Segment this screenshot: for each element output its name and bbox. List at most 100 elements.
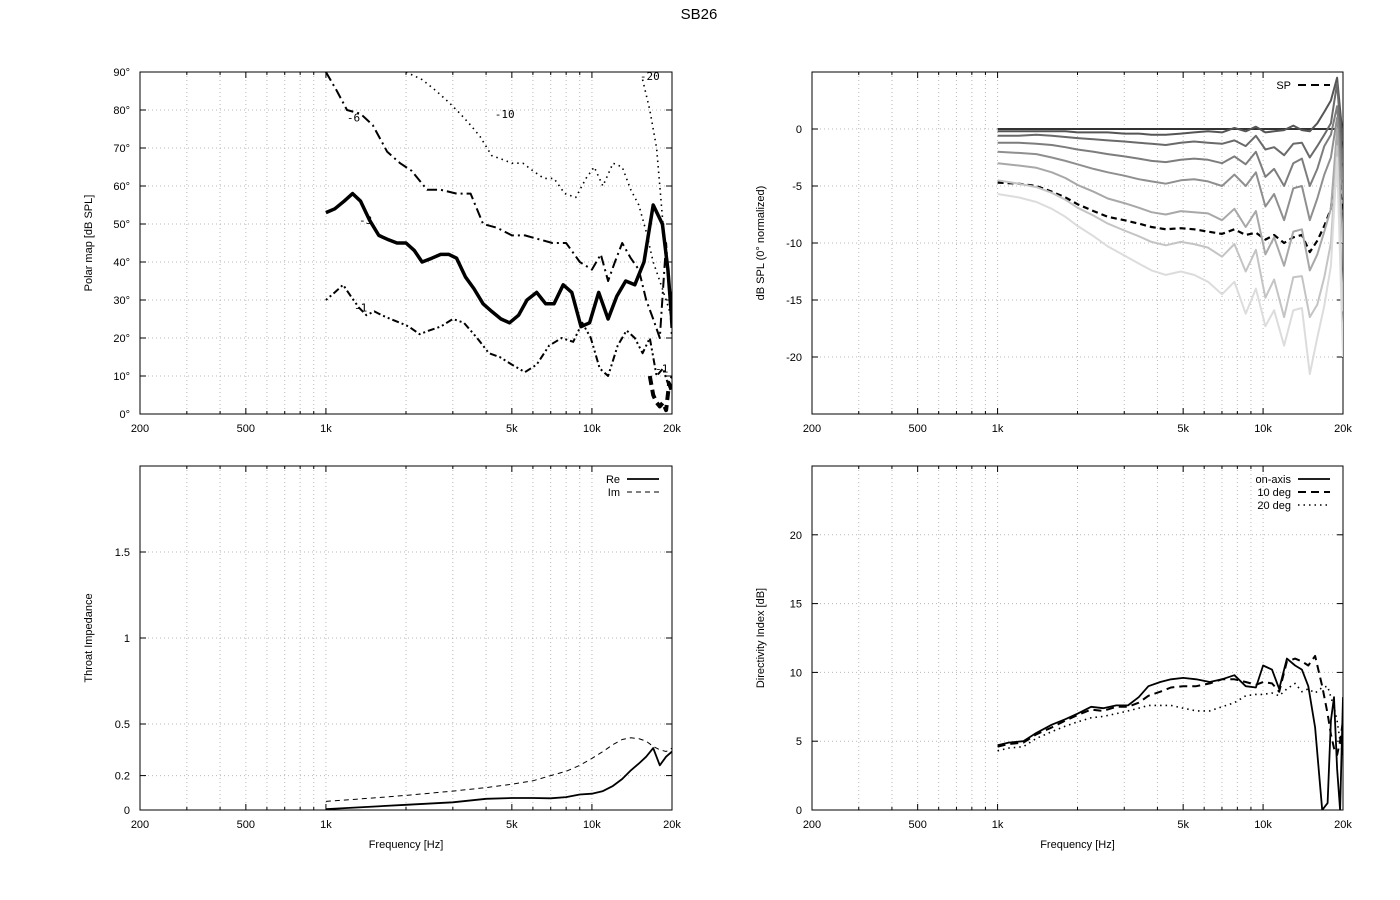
- spl-series-line-sp: [997, 150, 1343, 254]
- spl-ytick-label: -20: [786, 352, 802, 364]
- di-grid: [812, 466, 1343, 810]
- di-chart: 200 500 1k 5k 10k 20k 0 5 10 15 20 Directivity Inde…: [755, 465, 1352, 851]
- spl-xtick-label: 20k: [1334, 423, 1352, 435]
- polar-chart: 200 500 1k 5k 10k 20k 0° 10° 20° 30° 40° 50° 60° 70° 8…: [83, 67, 681, 435]
- polar-xtick-label: 10k: [583, 423, 601, 435]
- polar-contour-label: -20: [640, 70, 660, 83]
- spl-series-line-1: [997, 76, 1343, 141]
- impedance-ytick-label: 1: [124, 633, 130, 645]
- polar-xtick-label: 20k: [663, 423, 681, 435]
- spl-xtick-label: 200: [803, 423, 821, 435]
- polar-ylabel: Polar map [dB SPL]: [83, 195, 95, 292]
- polar-ytick-label: 90°: [113, 67, 130, 79]
- di-series-line-10-deg: [997, 654, 1343, 756]
- impedance-series: [325, 737, 672, 810]
- di-legend-label: 20 deg: [1257, 500, 1291, 512]
- di-ytick-label: 20: [790, 530, 802, 542]
- spl-xtick-label: 500: [908, 423, 926, 435]
- spl-series-line-3: [997, 105, 1343, 187]
- impedance-ytick-label: 0.2: [115, 771, 130, 783]
- polar-ytick-label: 40°: [113, 257, 130, 269]
- polar-xtick-label: 5k: [506, 423, 518, 435]
- spl-series-line-7: [997, 145, 1343, 319]
- di-xtick-label: 500: [908, 819, 926, 831]
- polar-ytick-label: 80°: [113, 105, 130, 117]
- spl-legend-label: SP: [1276, 80, 1291, 92]
- di-legend-label: on-axis: [1256, 474, 1292, 486]
- di-xlabel: Frequency [Hz]: [1040, 839, 1115, 851]
- polar-ytick-label: 20°: [113, 333, 130, 345]
- di-series-line-on-axis: [997, 657, 1343, 810]
- impedance-grid: [140, 466, 672, 810]
- impedance-xtick-label: 5k: [506, 819, 518, 831]
- impedance-series-line-re: [325, 747, 672, 810]
- spl-series-line-4: [997, 116, 1343, 222]
- polar-series-line-5: [641, 79, 672, 301]
- spl-series-line-6: [997, 128, 1343, 272]
- polar-contour-label: -3: [359, 214, 372, 227]
- polar-ytick-label: 10°: [113, 371, 130, 383]
- di-ytick-label: 10: [790, 667, 802, 679]
- di-xtick-label: 5k: [1177, 819, 1189, 831]
- spl-xtick-label: 10k: [1254, 423, 1272, 435]
- impedance-ylabel: Throat Impedance: [83, 593, 95, 682]
- impedance-xtick-label: 10k: [583, 819, 601, 831]
- polar-tick-marks: [139, 71, 673, 415]
- polar-contour-label: -6: [347, 112, 360, 125]
- impedance-tick-marks: [139, 466, 673, 811]
- polar-series-line-3: [325, 283, 672, 385]
- page-title: SB26: [681, 6, 718, 23]
- spl-chart: 200 500 1k 5k 10k 20k 0 -5 -10 -15 -20 dB SPL (0° n…: [755, 71, 1352, 435]
- impedance-series-line-im: [325, 737, 672, 802]
- polar-xtick-label: 500: [237, 423, 255, 435]
- spl-xtick-label: 5k: [1177, 423, 1189, 435]
- impedance-xtick-label: 20k: [663, 819, 681, 831]
- di-ytick-label: 5: [796, 736, 802, 748]
- di-ylabel: Directivity Index [dB]: [755, 588, 767, 688]
- impedance-xtick-label: 1k: [320, 819, 332, 831]
- polar-ytick-label: 30°: [113, 295, 130, 307]
- di-xtick-label: 20k: [1334, 819, 1352, 831]
- impedance-chart: 200 500 1k 5k 10k 20k 0 0.2 0.5 1 1.5 Throat Impeda…: [83, 465, 681, 851]
- spl-ytick-label: -5: [792, 181, 802, 193]
- polar-ytick-label: 0°: [119, 409, 130, 421]
- impedance-ytick-label: 0.5: [115, 719, 130, 731]
- di-series: [997, 654, 1343, 810]
- polar-xtick-label: 1k: [320, 423, 332, 435]
- di-ytick-label: 15: [790, 599, 802, 611]
- spl-ytick-label: -10: [786, 238, 802, 250]
- di-series-line-20-deg: [997, 682, 1343, 756]
- impedance-legend-label: Re: [606, 474, 620, 486]
- impedance-xlabel: Frequency [Hz]: [369, 839, 444, 851]
- spl-ylabel: dB SPL (0° normalized): [755, 186, 767, 301]
- polar-series: [325, 72, 672, 413]
- di-xtick-label: 10k: [1254, 819, 1272, 831]
- polar-series-line-0: [325, 191, 672, 329]
- polar-contour-label: -1: [354, 302, 367, 315]
- spl-ytick-label: -15: [786, 295, 802, 307]
- polar-ytick-label: 70°: [113, 143, 130, 155]
- impedance-xtick-label: 200: [131, 819, 149, 831]
- spl-xtick-label: 1k: [992, 423, 1004, 435]
- spl-series-line-2: [997, 82, 1343, 164]
- impedance-xtick-label: 500: [237, 819, 255, 831]
- impedance-ytick-label: 1.5: [115, 547, 130, 559]
- polar-series-line-4: [647, 375, 672, 413]
- polar-contour-label: -1: [655, 362, 668, 375]
- spl-series-line-8: [997, 156, 1343, 376]
- di-xtick-label: 1k: [992, 819, 1004, 831]
- spl-legend: SP: [1276, 80, 1330, 92]
- polar-grid: [140, 72, 672, 414]
- polar-contour-label: -10: [495, 108, 515, 121]
- impedance-legend-label: Im: [608, 487, 620, 499]
- spl-ytick-label: 0: [796, 124, 802, 136]
- polar-series-line-1: [325, 72, 672, 339]
- spl-series: [997, 76, 1343, 376]
- impedance-ytick-label: 0: [124, 805, 130, 817]
- polar-xtick-label: 200: [131, 423, 149, 435]
- di-xtick-label: 200: [803, 819, 821, 831]
- polar-ytick-label: 50°: [113, 219, 130, 231]
- chart-panels: 200 500 1k 5k 10k 20k0°10°20°30°40°50°60°70°8…: [83, 67, 1352, 851]
